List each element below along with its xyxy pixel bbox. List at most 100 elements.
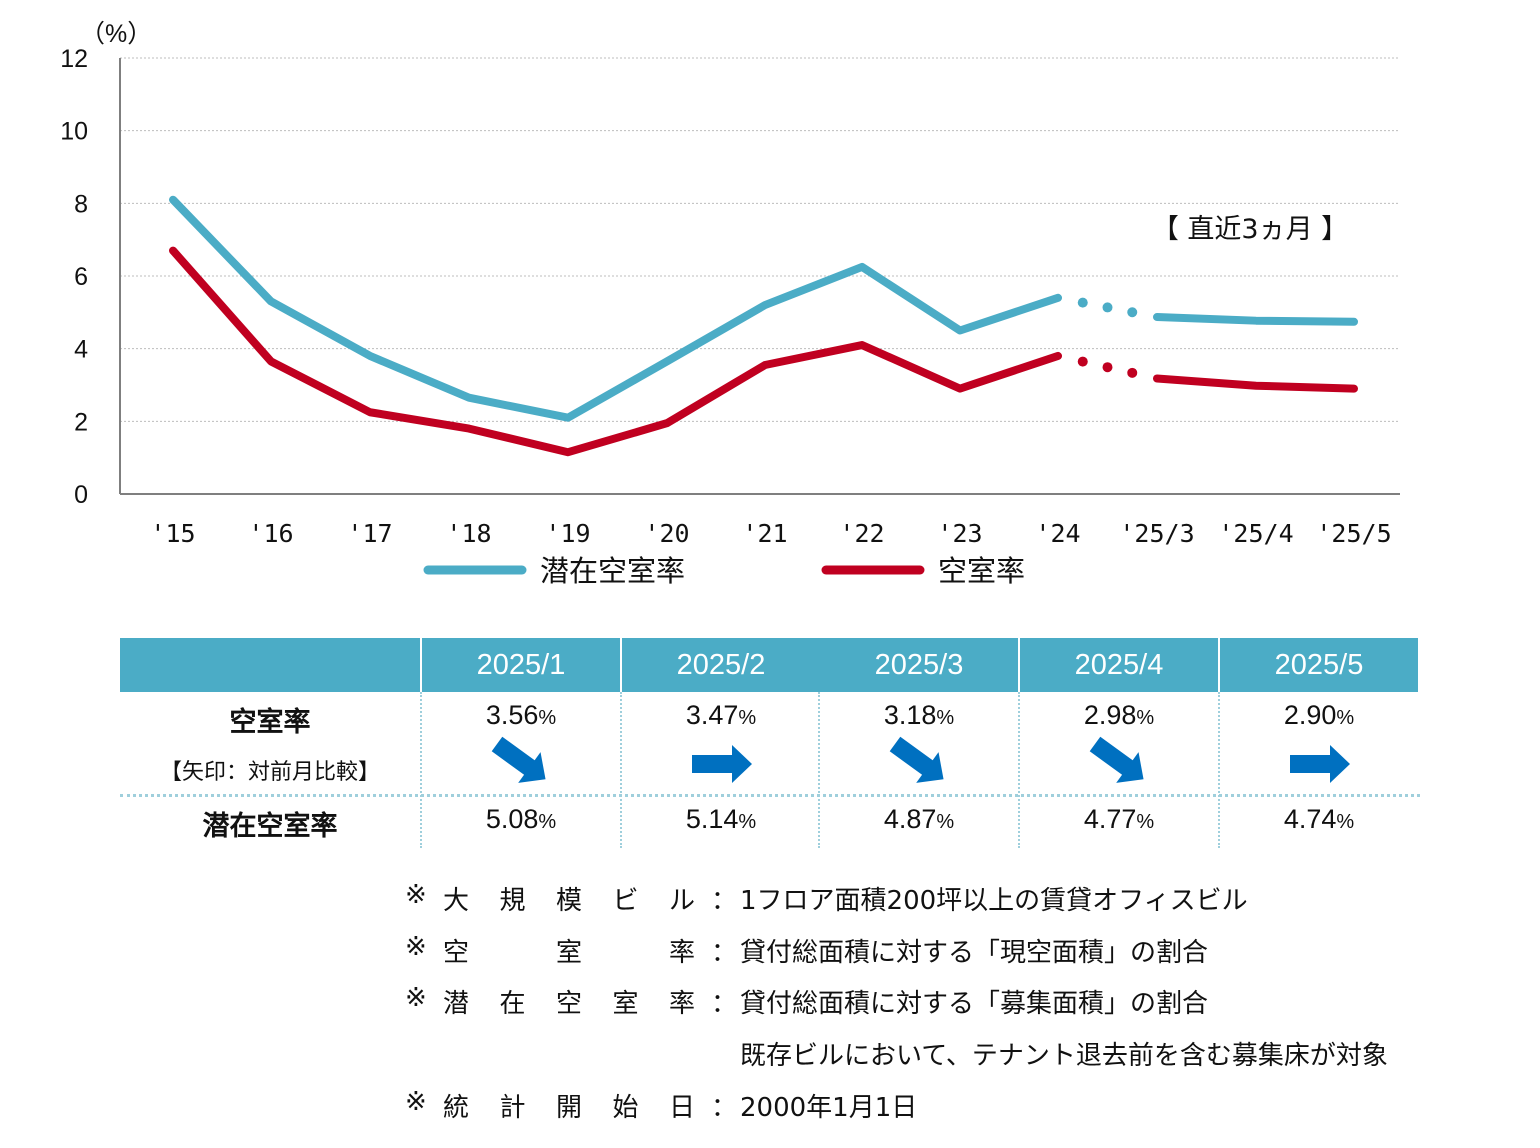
value-number: 3.47 bbox=[685, 700, 739, 730]
value-number: 5.14 bbox=[685, 804, 739, 834]
trend-arrow-cell bbox=[622, 734, 820, 794]
potential-value: 5.14% bbox=[622, 804, 820, 835]
note-term-char: 潜 bbox=[443, 989, 470, 1019]
y-tick-label: 4 bbox=[74, 336, 88, 364]
trend-arrow-cell bbox=[1020, 734, 1218, 794]
note-term-char: 大 bbox=[443, 886, 470, 916]
series-line-annual bbox=[169, 246, 1062, 457]
note-term-char: 在 bbox=[499, 989, 526, 1019]
percent-symbol: % bbox=[538, 707, 557, 729]
value-number: 3.56 bbox=[485, 700, 539, 730]
value-number: 2.90 bbox=[1283, 700, 1337, 730]
vacancy-value: 2.90% bbox=[1220, 700, 1418, 731]
potential-value: 4.77% bbox=[1020, 804, 1218, 835]
dotted-connector-dot bbox=[1127, 307, 1138, 318]
note-term-char: 率 bbox=[668, 938, 695, 968]
percent-symbol: % bbox=[738, 707, 757, 729]
note-definition: 2000年1月1日 bbox=[740, 1093, 918, 1123]
row-separator bbox=[120, 794, 1420, 797]
value-number: 5.08 bbox=[485, 804, 539, 834]
y-tick-label: 2 bbox=[74, 408, 88, 436]
note-term-char: ル bbox=[668, 886, 695, 916]
potential-row-label: 潜在空室率 bbox=[202, 811, 338, 842]
column-separator bbox=[1218, 692, 1220, 848]
vacancy-row-label: 空室率 bbox=[229, 707, 311, 738]
x-tick-label: '25/5 bbox=[1316, 519, 1391, 548]
arrow-shape bbox=[889, 736, 944, 783]
series-line-annual bbox=[169, 195, 1062, 422]
note-mark: ※ bbox=[405, 983, 427, 1013]
dotted-connector-dot bbox=[1077, 297, 1088, 308]
note-definition: 貸付総面積に対する「募集面積」の割合 bbox=[740, 989, 1209, 1019]
series-line-recent bbox=[1153, 374, 1358, 393]
x-tick-label: '25/4 bbox=[1218, 519, 1293, 548]
percent-symbol: % bbox=[936, 707, 955, 729]
value-number: 4.77 bbox=[1083, 804, 1137, 834]
value-number: 3.18 bbox=[883, 700, 937, 730]
dotted-connector-dot bbox=[1077, 356, 1088, 367]
x-tick-label: '24 bbox=[1035, 519, 1080, 548]
arrow-shape bbox=[1089, 736, 1144, 783]
x-tick-label: '15 bbox=[150, 519, 195, 548]
note-term-char: 室 bbox=[612, 989, 639, 1019]
dotted-connector-dot bbox=[1102, 302, 1113, 313]
column-separator bbox=[1018, 692, 1020, 848]
arrow-shape bbox=[1290, 745, 1350, 783]
note-term-char: 日 bbox=[668, 1093, 695, 1123]
trend-arrow-cell bbox=[1220, 734, 1418, 794]
recent-period-annotation: 【 直近3ヵ月 】 bbox=[1152, 214, 1348, 245]
table-header-month: 2025/1 bbox=[422, 638, 620, 692]
series-line-recent bbox=[1153, 313, 1358, 326]
vacancy-row-sublabel: 【矢印：対前月比較】 bbox=[159, 760, 380, 785]
note-colon: ： bbox=[711, 938, 738, 968]
table-header-month: 2025/5 bbox=[1220, 638, 1418, 692]
note-term-char: 室 bbox=[555, 938, 582, 968]
arrow-down-right-icon bbox=[491, 736, 546, 783]
x-tick-label: '17 bbox=[347, 519, 392, 548]
percent-symbol: % bbox=[1336, 707, 1355, 729]
note-mark: ※ bbox=[405, 932, 427, 962]
arrow-down-right-icon bbox=[1089, 736, 1144, 783]
x-tick-label: '18 bbox=[446, 519, 491, 548]
note-mark: ※ bbox=[405, 1087, 427, 1117]
potential-value: 4.74% bbox=[1220, 804, 1418, 835]
note-term-char: 始 bbox=[612, 1093, 639, 1123]
column-separator bbox=[818, 692, 820, 848]
legend-label: 空室率 bbox=[938, 554, 1025, 588]
note-colon: ： bbox=[711, 989, 738, 1019]
table-header-month: 2025/4 bbox=[1020, 638, 1218, 692]
arrow-right-icon bbox=[692, 745, 752, 783]
note-term-char: 空 bbox=[555, 989, 582, 1019]
potential-value: 5.08% bbox=[422, 804, 620, 835]
percent-symbol: % bbox=[738, 811, 757, 833]
percent-symbol: % bbox=[538, 811, 557, 833]
percent-symbol: % bbox=[1136, 707, 1155, 729]
x-tick-label: '16 bbox=[248, 519, 293, 548]
y-tick-label: 0 bbox=[74, 481, 88, 509]
table-header-blank bbox=[120, 638, 420, 692]
note-term-char: 統 bbox=[443, 1093, 470, 1123]
note-definition: 貸付総面積に対する「現空面積」の割合 bbox=[740, 938, 1209, 968]
vacancy-value: 3.47% bbox=[622, 700, 820, 731]
value-number: 4.74 bbox=[1283, 804, 1337, 834]
table-header-month: 2025/3 bbox=[820, 638, 1018, 692]
note-term: 統計開始日 bbox=[443, 1087, 695, 1124]
value-number: 4.87 bbox=[883, 804, 937, 834]
y-tick-label: 8 bbox=[74, 190, 88, 218]
note-colon: ： bbox=[711, 1093, 738, 1123]
note-term: 大規模ビル bbox=[443, 880, 695, 917]
note-definition: 1フロア面積200坪以上の賃貸オフィスビル bbox=[740, 886, 1248, 916]
x-tick-label: '23 bbox=[937, 519, 982, 548]
percent-symbol: % bbox=[936, 811, 955, 833]
line-chart: 0 2 4 6 8 10 12（%） '15 '16 '17 '18 '19 '20 '21 '22 '23 '… bbox=[60, 20, 1400, 588]
arrow-shape bbox=[491, 736, 546, 783]
y-tick-label: 6 bbox=[74, 263, 88, 291]
vacancy-value: 3.56% bbox=[422, 700, 620, 731]
x-tick-label: '19 bbox=[545, 519, 590, 548]
table-header-month: 2025/2 bbox=[622, 638, 820, 692]
trend-arrow-cell bbox=[422, 734, 620, 794]
x-tick-label: '25/3 bbox=[1119, 519, 1194, 548]
note-term: 潜在空室率 bbox=[443, 983, 695, 1020]
note-term-char: 空 bbox=[443, 938, 470, 968]
note-term-char: 率 bbox=[668, 989, 695, 1019]
